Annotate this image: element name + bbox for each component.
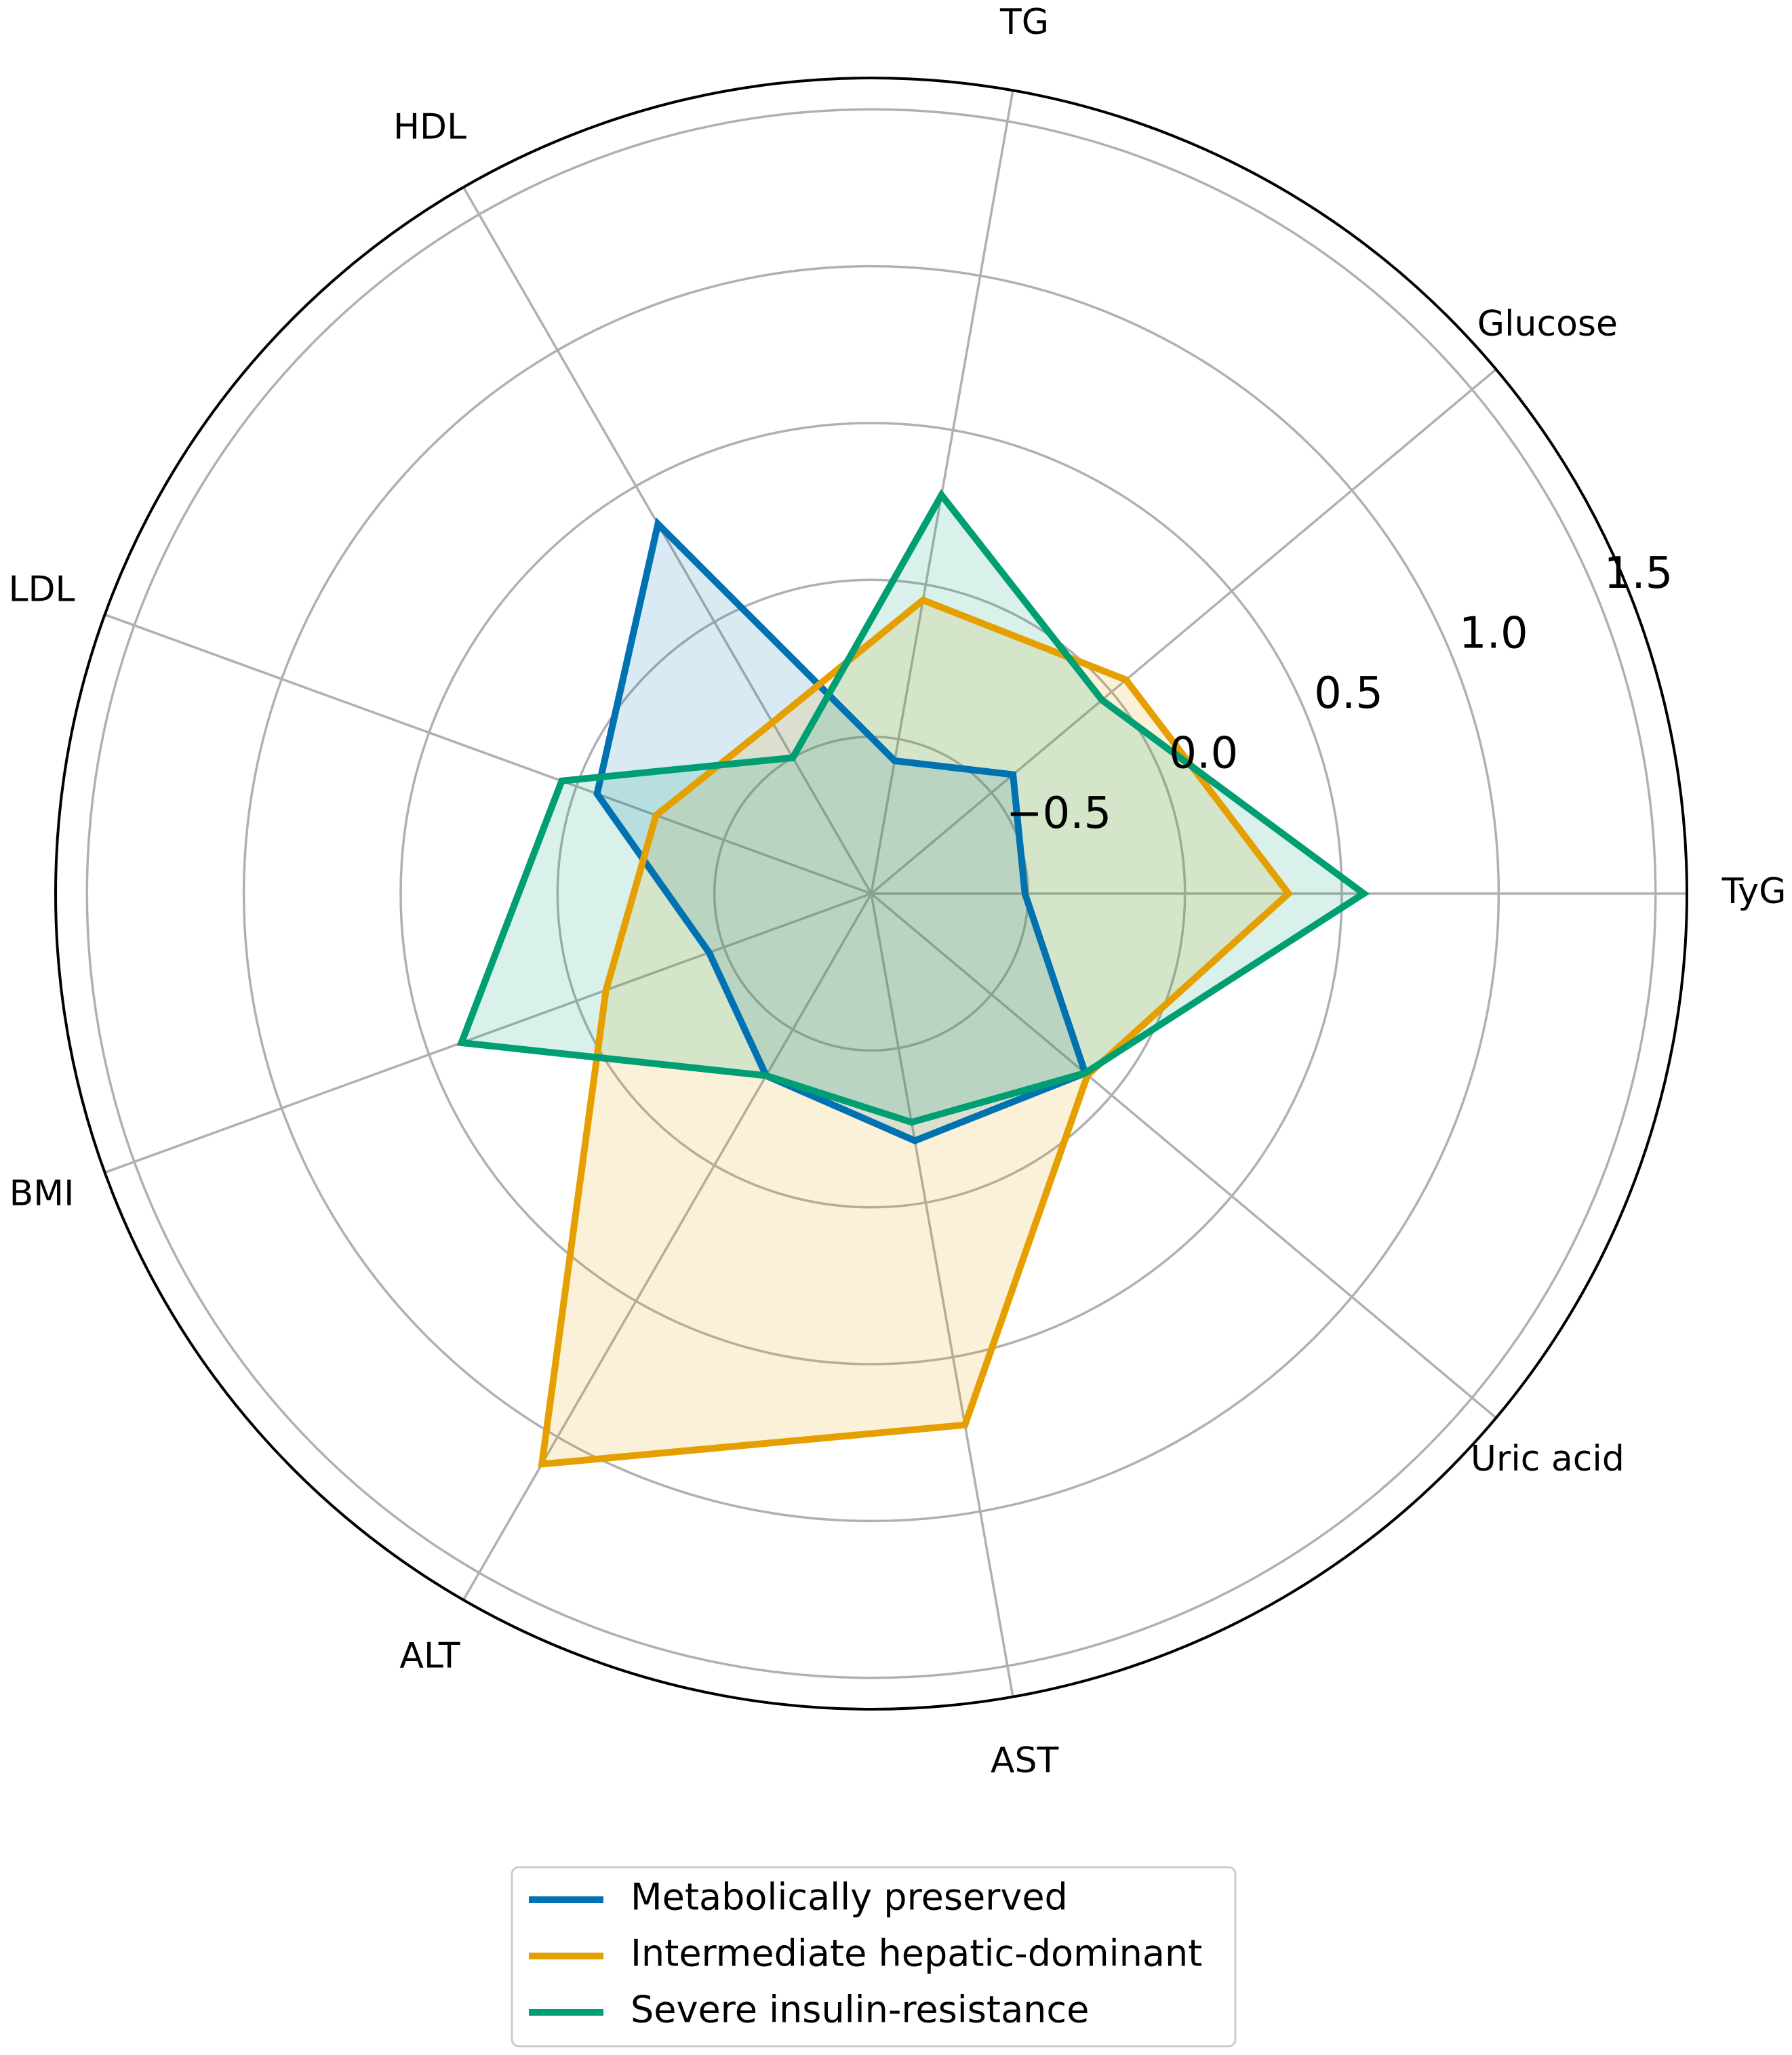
category-label: LDL [9,570,75,610]
outer-frame [54,77,1688,1711]
category-label: TG [999,2,1049,43]
category-label: BMI [9,1173,75,1214]
category-label: HDL [393,106,466,147]
series-area [461,495,1364,1123]
legend-label: Severe insulin-resistance [631,1989,1089,2031]
category-label: TyG [1721,871,1787,912]
category-label: Glucose [1477,304,1618,344]
r-tick-label: 1.0 [1459,608,1528,658]
series-area [597,524,1086,1141]
spoke [462,186,873,894]
legend-label: Intermediate hepatic-dominant [631,1932,1202,1975]
r-tick-label: 0.5 [1314,669,1383,719]
spoke [462,893,873,1601]
category-label: AST [991,1740,1059,1781]
spoke [870,893,1014,1698]
r-tick-label: −0.5 [1006,789,1111,839]
legend-label: Metabolically preserved [631,1876,1068,1919]
series-line [593,517,1090,1144]
series-area [542,600,1289,1464]
category-label: Uric acid [1471,1439,1625,1479]
category-label: ALT [399,1636,460,1677]
legend-box [511,1866,1237,2048]
spoke [870,368,1497,895]
series-line [456,489,1370,1126]
r-tick-label: 0.0 [1169,728,1238,778]
spoke [104,892,872,1174]
spoke [870,892,1497,1419]
r-tick-label: 1.5 [1604,548,1673,599]
series-line [538,596,1294,1469]
spoke [104,613,872,895]
